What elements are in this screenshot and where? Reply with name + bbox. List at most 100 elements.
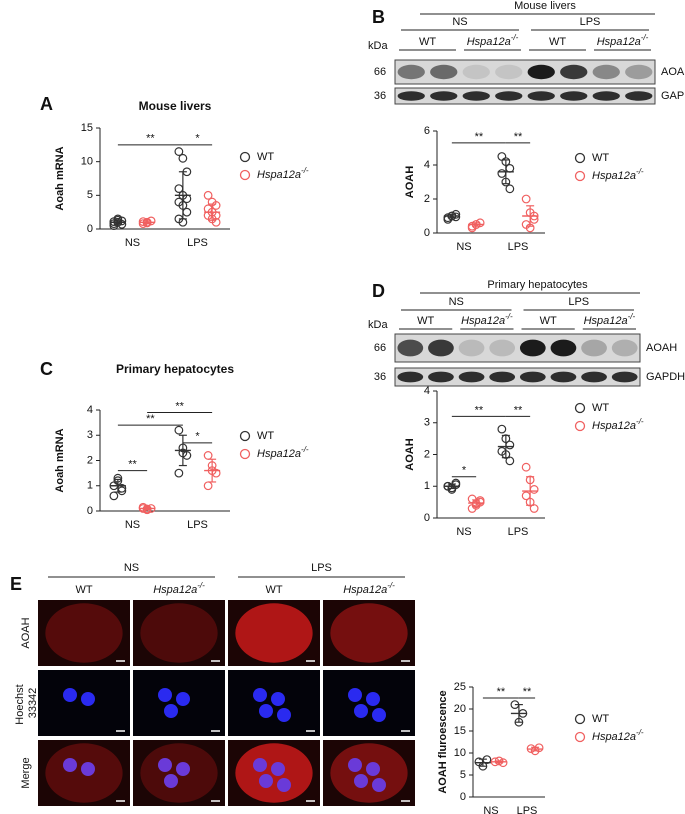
legend-marker [239, 448, 251, 460]
y-tick-label: 2 [424, 448, 430, 460]
blot-strip [394, 87, 656, 105]
blot-band [397, 64, 425, 80]
y-tick-label: 5 [87, 189, 93, 201]
significance-label: * [195, 133, 200, 145]
blot-unit: kDa [368, 40, 388, 52]
chart-title: Primary hepatocytes [116, 362, 234, 376]
blot-marker: 36 [374, 371, 386, 383]
y-tick-label: 10 [81, 156, 93, 168]
y-tick-label: 15 [454, 725, 466, 737]
nucleus [158, 758, 172, 772]
data-point [211, 217, 221, 227]
blot-band [560, 64, 588, 80]
nucleus [259, 704, 273, 718]
image-group: NS [124, 562, 139, 574]
blot-band [625, 64, 653, 80]
nucleus [372, 778, 386, 792]
blot-band [489, 339, 516, 357]
y-axis-label: AOAH [404, 438, 416, 470]
y-tick-label: 10 [454, 747, 466, 759]
x-tick-label: NS [456, 241, 471, 253]
image-group: LPS [311, 562, 332, 574]
panel-label: A [40, 94, 53, 114]
x-tick-label: LPS [517, 805, 538, 814]
data-point [521, 462, 531, 472]
data-point [174, 425, 184, 435]
nucleus [277, 708, 291, 722]
data-point [182, 207, 192, 217]
image-lane: Hspa12a-/- [343, 581, 395, 596]
data-point [505, 184, 515, 194]
legend-marker [574, 731, 586, 743]
blot-lane: Hspa12a-/- [461, 312, 513, 327]
nucleus [372, 708, 386, 722]
legend-label: Hspa12a-/- [592, 417, 644, 432]
blot-lane: WT [540, 315, 557, 327]
blot-band [560, 91, 588, 101]
data-point [505, 440, 515, 450]
significance-label: ** [475, 131, 484, 143]
y-tick-label: 0 [87, 505, 93, 517]
y-tick-label: 0 [424, 227, 430, 239]
y-axis-label: AOAH fluroescence [437, 690, 449, 793]
blot-lane: WT [419, 36, 436, 48]
image-row-label: AOAH [20, 617, 32, 648]
x-tick-label: NS [125, 519, 140, 531]
data-point [203, 190, 213, 200]
blot-band [489, 371, 516, 383]
blot-band [592, 64, 620, 80]
blot-band [428, 339, 454, 357]
legend-marker [239, 151, 251, 163]
blot-band [519, 339, 546, 357]
legend-label: WT [257, 151, 274, 163]
legend-label: Hspa12a-/- [592, 728, 644, 743]
blot-strip [394, 59, 656, 85]
blot-band [527, 91, 555, 101]
y-tick-label: 0 [87, 223, 93, 235]
y-axis-label: AOAH [404, 166, 416, 198]
nucleus [366, 692, 380, 706]
significance-label: ** [175, 400, 184, 412]
legend-label: Hspa12a-/- [257, 445, 309, 460]
cell-stain [330, 603, 408, 663]
nucleus [176, 692, 190, 706]
blot-title: Primary hepatocytes [487, 279, 588, 291]
legend-label: WT [257, 430, 274, 442]
blot-band [581, 371, 607, 383]
blot-band [527, 64, 555, 80]
blot-band-label: GAPDH [661, 90, 685, 102]
y-tick-label: 5 [460, 769, 466, 781]
y-tick-label: 3 [87, 429, 93, 441]
y-tick-label: 15 [81, 122, 93, 134]
nucleus [158, 688, 172, 702]
nucleus [348, 758, 362, 772]
blot-title: Mouse livers [514, 0, 576, 12]
data-point [178, 153, 188, 163]
y-tick-label: 4 [424, 159, 430, 171]
legend-label: WT [592, 152, 609, 164]
blot-lane: Hspa12a-/- [467, 33, 519, 48]
data-point [529, 504, 539, 513]
data-point [497, 152, 507, 161]
blot-band [611, 339, 638, 357]
blot-band [625, 91, 653, 101]
y-tick-label: 6 [424, 125, 430, 137]
y-tick-label: 4 [87, 404, 93, 416]
nucleus [354, 704, 368, 718]
significance-label: ** [514, 404, 523, 416]
micrograph [38, 600, 130, 666]
blot-band [495, 91, 523, 101]
blot-band [495, 64, 523, 80]
blot-group: NS [452, 16, 467, 28]
x-tick-label: LPS [508, 241, 529, 253]
nucleus [63, 688, 77, 702]
legend-label: WT [592, 713, 609, 725]
data-point [174, 147, 184, 156]
y-tick-label: 20 [454, 703, 466, 715]
panel-label: D [372, 281, 385, 301]
y-tick-label: 25 [454, 681, 466, 693]
y-tick-label: 0 [424, 512, 430, 524]
x-tick-label: LPS [187, 519, 208, 531]
legend-label: Hspa12a-/- [257, 166, 309, 181]
